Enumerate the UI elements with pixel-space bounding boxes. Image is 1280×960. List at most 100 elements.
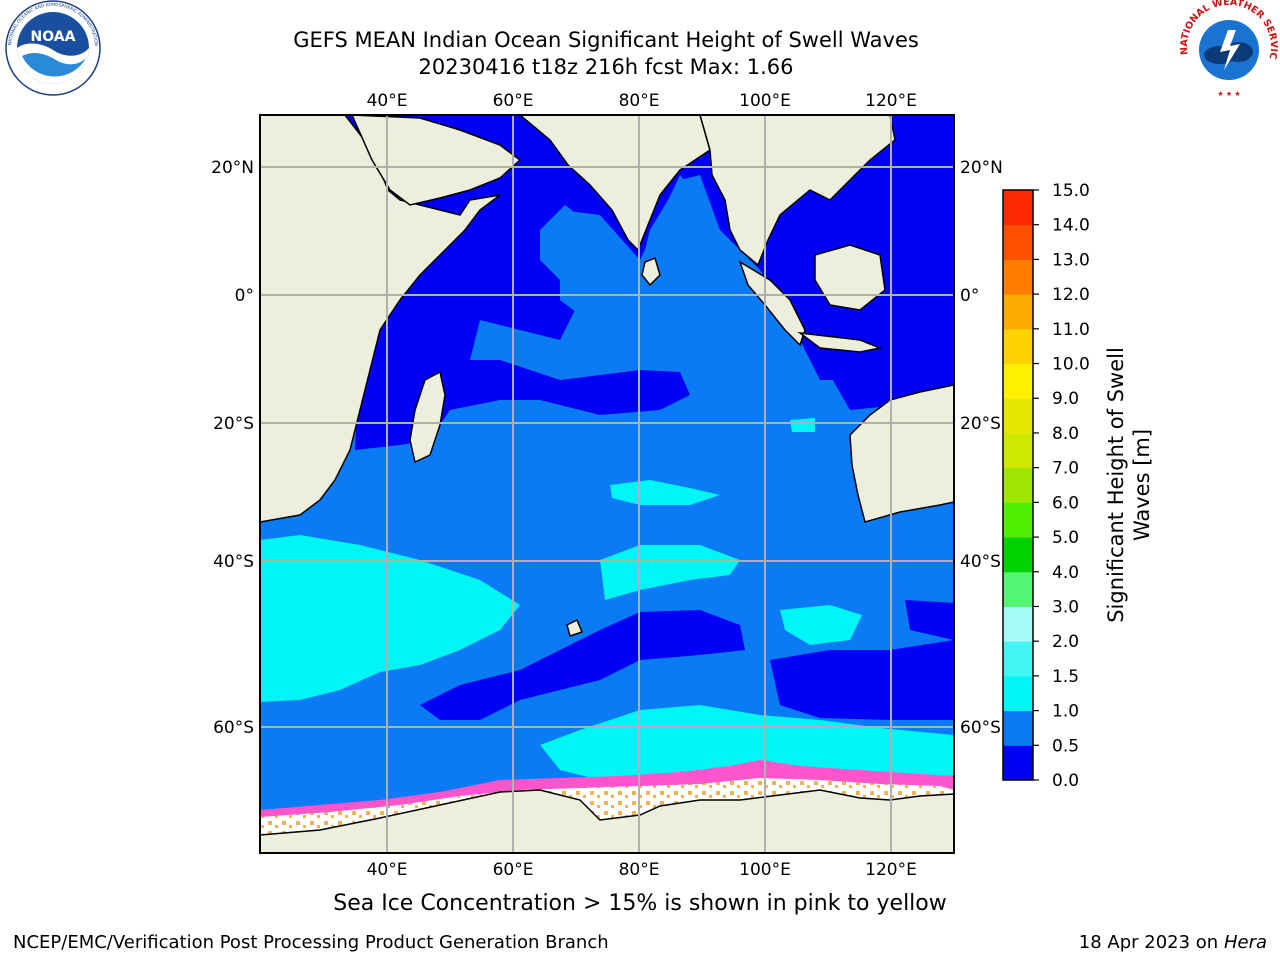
lon-label-top: 80°E — [619, 91, 660, 111]
lon-label-top: 60°E — [493, 91, 534, 111]
land-sumatra — [738, 260, 806, 347]
land-kerguelen — [566, 618, 584, 637]
colorbar-tick-label: 14.0 — [1052, 216, 1090, 236]
high-swell-sw — [260, 535, 520, 702]
colorbar-tick-label: 11.0 — [1052, 320, 1090, 340]
colorbar-tick-label: 9.0 — [1052, 389, 1079, 409]
colorbar-tick-label: 4.0 — [1052, 563, 1079, 583]
lat-label-right: 60°S — [960, 718, 1001, 738]
lon-label-bottom: 80°E — [619, 860, 660, 880]
low-swell-north — [345, 115, 954, 450]
lat-label-left: 0° — [235, 286, 254, 306]
nws-logo: NATIONAL WEATHER SERVICE ★ ★ ★ — [1178, 0, 1279, 98]
lat-label-right: 40°S — [960, 552, 1001, 572]
colorbar: 0.0 0.5 1.0 1.5 2.0 3.0 4.0 5.0 6.0 7.0 8.0 9.0 10.0… — [1002, 181, 1090, 791]
colorbar-segment — [1003, 502, 1033, 538]
lon-label-bottom: 100°E — [739, 860, 791, 880]
colorbar-segment — [1003, 224, 1033, 260]
land-java — [797, 331, 883, 353]
lon-labels-bottom: 40°E 60°E 80°E 100°E 120°E — [367, 860, 917, 880]
high-swell-speck-1 — [610, 480, 720, 505]
lat-label-left: 20°S — [213, 414, 254, 434]
lon-label-bottom: 60°E — [493, 860, 534, 880]
high-swell-central — [600, 545, 740, 600]
colorbar-tick-label: 0.5 — [1052, 736, 1079, 756]
colorbar-segment — [1003, 190, 1033, 226]
chart-title: GEFS MEAN Indian Ocean Significant Heigh… — [293, 28, 919, 52]
lat-label-right: 0° — [960, 286, 979, 306]
colorbar-tick-label: 6.0 — [1052, 493, 1079, 513]
lon-labels-top: 40°E 60°E 80°E 100°E 120°E — [367, 91, 917, 111]
lat-label-left: 40°S — [213, 552, 254, 572]
high-swell-speck-2 — [790, 418, 815, 432]
map-frame — [259, 114, 955, 854]
low-swell-south-2 — [770, 640, 954, 720]
noaa-logo: NOAA NATIONAL OCEANIC AND ATMOSPHERIC AD… — [0, 0, 101, 96]
lat-label-left: 20°N — [211, 158, 254, 178]
land — [260, 115, 954, 853]
colorbar-segment — [1003, 259, 1033, 295]
colorbar-tick-label: 7.0 — [1052, 459, 1079, 479]
land-borneo — [814, 244, 886, 311]
lat-label-right: 20°S — [960, 414, 1001, 434]
colorbar-tick-label: 0.0 — [1052, 771, 1079, 791]
lat-label-right: 20°N — [960, 158, 1003, 178]
svg-text:★ ★ ★: ★ ★ ★ — [1217, 90, 1240, 98]
footer-date-text: 18 Apr 2023 on — [1078, 932, 1224, 953]
colorbar-segment — [1003, 467, 1033, 503]
low-swell-south-1 — [420, 610, 745, 720]
lon-label-top: 100°E — [739, 91, 791, 111]
colorbar-tick-label: 10.0 — [1052, 355, 1090, 375]
colorbar-segment — [1003, 606, 1033, 642]
land-sri-lanka — [641, 256, 661, 287]
land-africa — [260, 115, 501, 523]
colorbar-segment — [1003, 710, 1033, 746]
colorbar-segment — [1003, 328, 1033, 365]
colorbar-tick-label: 13.0 — [1052, 250, 1090, 270]
low-swell-south-3 — [905, 600, 954, 640]
colorbar-label-line1: Significant Height of Swell — [1104, 347, 1128, 623]
land-madagascar — [409, 370, 446, 464]
lon-label-bottom: 120°E — [865, 860, 917, 880]
colorbar-label-line2: Waves [m] — [1130, 429, 1154, 541]
colorbar-segment — [1003, 745, 1033, 781]
high-swell-south-belt — [540, 705, 954, 780]
high-swell-se — [780, 605, 862, 645]
lat-labels-left: 20°N 0° 20°S 40°S 60°S — [211, 158, 254, 738]
gridlines — [260, 115, 954, 853]
colorbar-tick-label: 2.0 — [1052, 632, 1079, 652]
map-area — [260, 115, 954, 853]
colorbar-tick-label: 1.5 — [1052, 667, 1079, 687]
colorbar-segment — [1003, 675, 1033, 712]
colorbar-tick-label: 15.0 — [1052, 181, 1090, 201]
lat-labels-right: 20°N 0° 20°S 40°S 60°S — [960, 158, 1003, 738]
colorbar-segment — [1003, 398, 1033, 434]
colorbar-tick-label: 8.0 — [1052, 424, 1079, 444]
colorbar-segment — [1003, 571, 1033, 607]
colorbar-tick-label: 3.0 — [1052, 597, 1079, 617]
footer-credit: NCEP/EMC/Verification Post Processing Pr… — [13, 932, 609, 953]
colorbar-segment — [1003, 363, 1033, 399]
colorbar-segment — [1003, 432, 1033, 469]
lon-label-top: 120°E — [865, 91, 917, 111]
lon-label-top: 40°E — [367, 91, 408, 111]
colorbar-segment — [1003, 294, 1033, 330]
land-se-asia — [699, 115, 896, 267]
ice-caption: Sea Ice Concentration > 15% is shown in … — [333, 891, 947, 916]
footer-date: 18 Apr 2023 on Hera — [1079, 932, 1267, 953]
noaa-logo-text: NOAA — [31, 29, 76, 45]
mid-swell-tongue — [560, 175, 770, 380]
lon-label-bottom: 40°E — [367, 860, 408, 880]
lat-label-left: 60°S — [213, 718, 254, 738]
land-australia — [849, 384, 954, 523]
colorbar-tick-label: 12.0 — [1052, 285, 1090, 305]
footer-host: Hera — [1223, 932, 1267, 953]
land-antarctica — [260, 789, 954, 853]
colorbar-frame — [1002, 189, 1034, 781]
colorbar-segment — [1003, 641, 1033, 677]
colorbar-tick-label: 1.0 — [1052, 702, 1079, 722]
colorbar-tick-label: 5.0 — [1052, 528, 1079, 548]
colorbar-segment — [1003, 537, 1033, 573]
chart-subtitle: 20230416 t18z 216h fcst Max: 1.66 — [418, 55, 794, 79]
